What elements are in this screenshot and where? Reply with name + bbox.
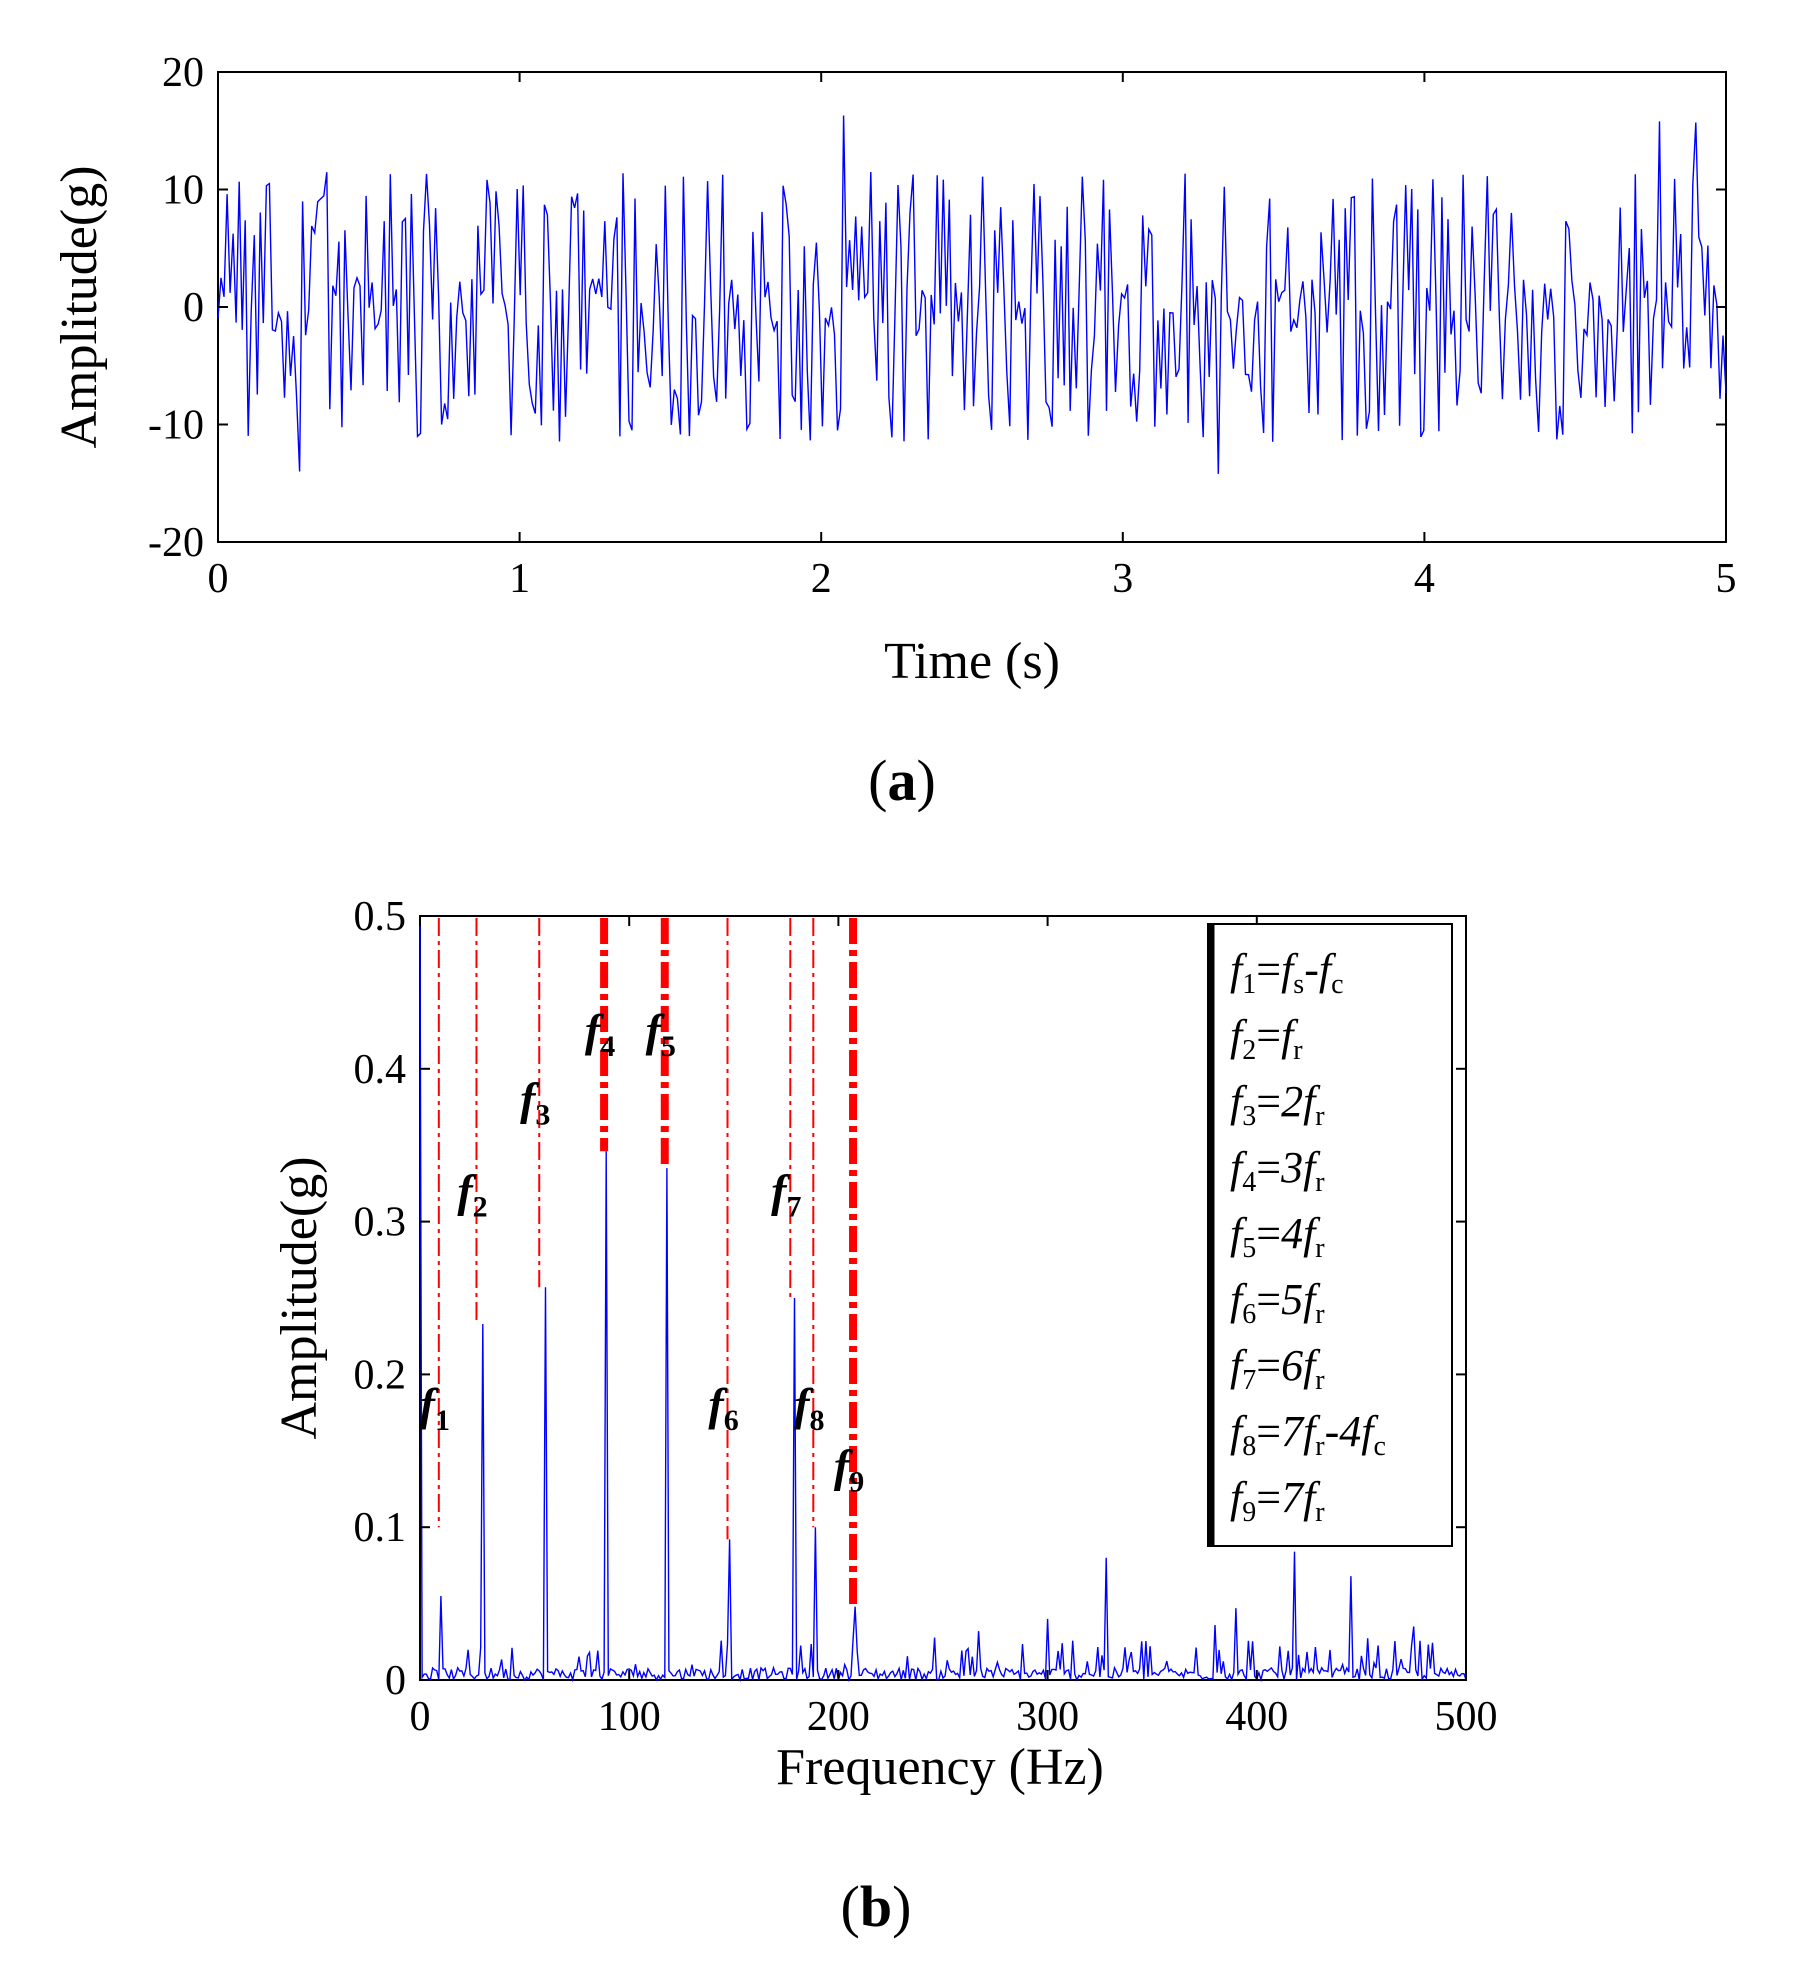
y-tick-label-b: 0.3 [354, 1200, 407, 1246]
y-tick-label-a: 0 [183, 285, 204, 331]
x-tick-label-a: 0 [208, 556, 229, 602]
x-tick-label-a: 4 [1414, 556, 1435, 602]
marker-label-f8: f8 [794, 1379, 824, 1437]
y-tick-label-b: 0.5 [354, 894, 407, 940]
marker-label-f9: f9 [834, 1440, 864, 1498]
x-tick-label-a: 2 [811, 556, 832, 602]
x-tick-label-b: 400 [1225, 1694, 1288, 1740]
marker-label-f3: f3 [520, 1074, 550, 1132]
y-axis-label-a: Amplitude(g) [51, 165, 108, 448]
panel-label-a: (a) [868, 748, 936, 813]
signal-line [217, 115, 1727, 474]
y-tick-label-a: 20 [162, 50, 204, 96]
x-tick-label-a: 1 [509, 556, 530, 602]
panel-label-b: (b) [841, 1874, 912, 1939]
y-tick-label-b: 0.1 [354, 1505, 407, 1551]
legend-entry: f2=fr [1230, 1011, 1303, 1066]
x-tick-label-b: 200 [807, 1694, 870, 1740]
marker-label-f7: f7 [771, 1165, 801, 1223]
y-tick-label-a: -10 [148, 403, 204, 449]
time-series [217, 115, 1727, 474]
marker-label-f1: f1 [420, 1379, 450, 1437]
legend: f1=fs-fcf2=frf3=2frf4=3frf5=4frf6=5frf7=… [1207, 923, 1453, 1547]
marker-label-f2: f2 [457, 1165, 487, 1223]
x-tick-label-a: 5 [1716, 556, 1737, 602]
y-tick-label-b: 0.4 [354, 1047, 407, 1093]
x-tick-label-b: 500 [1435, 1694, 1498, 1740]
marker-label-f4: f4 [585, 1005, 615, 1063]
y-axis-label-b: Amplitude(g) [271, 1156, 328, 1439]
legend-entry: f3=2fr [1230, 1077, 1325, 1132]
axes-a: 0 1 2 3 4 5 20 10 0 -10 -20 [148, 50, 1737, 602]
y-tick-label-b: 0.2 [354, 1352, 407, 1398]
x-axis-label-a: Time (s) [884, 633, 1060, 690]
spectrum-line [419, 915, 1467, 1683]
x-tick-label-b: 0 [410, 1694, 431, 1740]
spectrum-series [419, 915, 1467, 1683]
y-tick-label-a: 10 [162, 168, 204, 214]
x-tick-label-a: 3 [1112, 556, 1133, 602]
marker-label-f6: f6 [708, 1379, 738, 1437]
legend-box [1207, 923, 1453, 1547]
axes-b: 0 100 200 300 400 500 0.5 0.4 0.3 0.2 0.1 0 [354, 894, 1498, 1740]
x-tick-label-b: 300 [1016, 1694, 1079, 1740]
marker-label-f5: f5 [646, 1005, 676, 1063]
y-tick-label-a: -20 [148, 520, 204, 566]
x-axis-label-b: Frequency (Hz) [776, 1739, 1104, 1796]
x-tick-label-b: 100 [598, 1694, 661, 1740]
y-tick-label-b: 0 [385, 1658, 406, 1704]
